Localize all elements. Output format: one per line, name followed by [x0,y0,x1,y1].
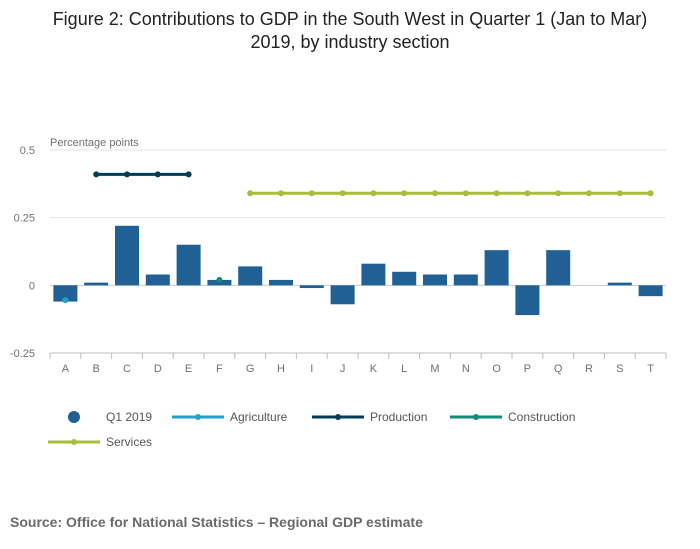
x-tick-label-S: S [616,363,623,375]
x-tick-label-E: E [185,363,192,375]
services-point-I [308,190,315,197]
bar-M [423,274,447,286]
bar-G [238,266,263,286]
y-tick-label: 0.25 [14,213,35,225]
x-tick-label-I: I [310,363,313,375]
production-point-B [93,171,100,178]
legend-marker-agriculture [195,414,201,420]
bar-H [269,279,293,286]
bar-D [145,274,170,286]
legend-marker-q1-2019 [68,411,80,423]
bar-P [515,285,540,316]
services-point-L [401,190,408,197]
x-tick-label-H: H [277,363,285,375]
x-tick-label-K: K [370,363,378,375]
bar-N [453,274,478,286]
x-tick-label-Q: Q [554,363,563,375]
source-note: Source: Office for National Statistics –… [10,514,423,530]
x-tick-label-D: D [154,363,162,375]
bar-T [638,285,663,297]
bar-Q [546,250,571,286]
y-tick-label: 0 [29,280,35,292]
bar-B [84,282,109,286]
legend-label-agriculture: Agriculture [230,410,288,424]
bar-C [115,225,139,286]
bar-O [484,250,509,286]
services-point-O [493,190,500,197]
x-tick-label-R: R [585,363,593,375]
legend-marker-construction [473,414,479,420]
x-tick-label-F: F [216,363,223,375]
chart-title-line-2: 2019, by industry section [250,32,450,52]
x-tick-label-T: T [647,363,654,375]
legend-marker-production [335,414,341,420]
services-point-Q [555,190,562,197]
services-point-G [247,190,254,197]
x-tick-label-M: M [430,363,439,375]
bar-K [361,263,386,286]
chart-title: Figure 2: Contributions to GDP in the So… [0,8,700,54]
legend-marker-services [71,439,77,445]
production-point-E [185,171,192,178]
legend-label-production: Production [370,410,427,424]
bar-L [392,271,417,286]
bar-S [607,282,632,286]
bar-A [53,285,78,302]
legend-label-services: Services [106,435,152,449]
services-point-R [586,190,592,197]
x-tick-label-N: N [462,363,470,375]
x-tick-label-A: A [62,363,70,375]
legend-label-construction: Construction [508,410,575,424]
agriculture-point-A [62,297,69,304]
production-point-D [154,171,161,178]
x-tick-label-J: J [340,363,346,375]
bar-I [299,285,324,289]
x-tick-label-O: O [492,363,501,375]
y-axis-title: Percentage points [50,137,139,149]
services-point-J [339,190,346,197]
services-point-N [462,190,469,197]
services-point-S [616,190,623,197]
services-point-M [432,190,438,197]
services-point-P [524,190,531,197]
services-point-T [647,190,654,197]
y-tick-label: 0.5 [20,145,35,157]
y-tick-label: -0.25 [10,348,35,360]
services-point-H [278,190,284,197]
x-tick-label-L: L [401,363,407,375]
construction-point-F [216,276,223,283]
x-tick-label-P: P [524,363,531,375]
services-point-K [370,190,377,197]
chart-title-line-1: Figure 2: Contributions to GDP in the So… [52,9,648,29]
bar-J [330,285,355,305]
x-tick-label-C: C [123,363,131,375]
bar-E [176,244,201,286]
legend-label-q1-2019: Q1 2019 [106,410,152,424]
production-point-C [124,171,130,178]
x-tick-label-G: G [246,363,255,375]
x-tick-label-B: B [93,363,100,375]
